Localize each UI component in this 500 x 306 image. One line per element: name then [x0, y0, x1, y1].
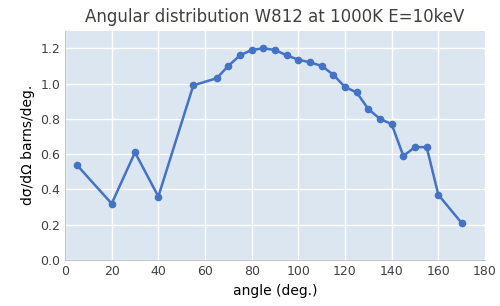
Title: Angular distribution W812 at 1000K E=10keV: Angular distribution W812 at 1000K E=10k…	[86, 8, 464, 26]
X-axis label: angle (deg.): angle (deg.)	[233, 284, 318, 297]
Y-axis label: dσ/dΩ barns/deg.: dσ/dΩ barns/deg.	[20, 85, 34, 205]
